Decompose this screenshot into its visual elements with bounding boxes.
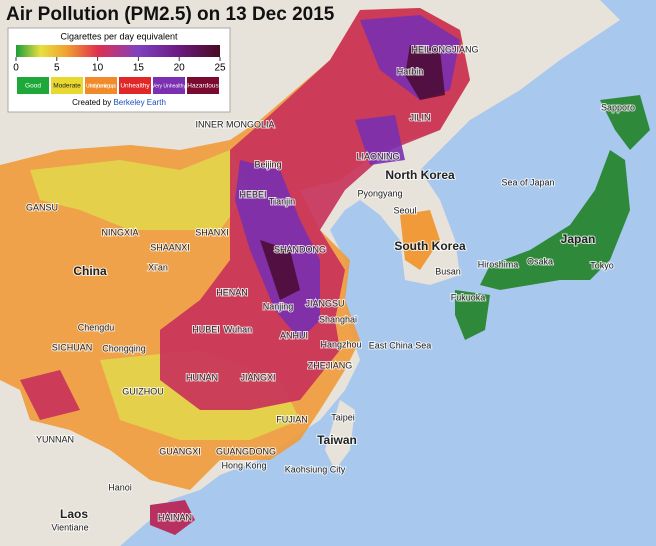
place-label: North Korea [385, 168, 455, 182]
category-swatch [153, 77, 185, 94]
place-label: Tianjin [269, 196, 295, 206]
place-label: YUNNAN [36, 434, 74, 444]
place-label: GUIZHOU [122, 386, 164, 396]
credit-name: Berkeley Earth [113, 98, 165, 107]
scale-tick-label: 25 [214, 63, 226, 74]
place-labels: HEILONGJIANG Harbin JILIN LIAONING INNER MON… [25, 43, 636, 533]
place-label: SICHUAN [52, 342, 93, 352]
category-label: Hazardous [187, 83, 219, 90]
place-label: Hanoi [108, 482, 132, 492]
credit-prefix: Created by [72, 98, 111, 107]
place-label: JIANGSU [305, 298, 344, 308]
category-swatch [119, 77, 151, 94]
place-label: SHAANXI [150, 242, 190, 252]
legend-credit: Created by Berkeley Earth [72, 98, 166, 107]
korea-aqi [400, 210, 440, 270]
place-label: Seoul [393, 205, 416, 215]
place-label: Pyongyang [357, 188, 402, 198]
place-label: HUBEI [192, 324, 220, 334]
legend-box [7, 27, 231, 113]
place-label: JILIN [409, 112, 430, 122]
place-label: Taipei [331, 412, 355, 422]
place-label: INNER MONGOLIA [195, 119, 274, 129]
place-label: East China Sea [369, 340, 432, 350]
category-swatch [85, 77, 117, 94]
place-label: HAINAN [158, 512, 192, 522]
place-label: Shanghai [319, 314, 357, 324]
category-swatch [17, 77, 49, 94]
category-label: Good [25, 83, 41, 90]
japan [455, 95, 650, 340]
place-label: Laos [60, 507, 88, 521]
place-label: Hong Kong [221, 460, 266, 470]
place-label: SHANDONG [274, 244, 326, 254]
place-label: China [73, 264, 107, 278]
place-label: SHANXI [195, 227, 229, 237]
place-label: Hangzhou [320, 339, 361, 349]
map-title: Air Pollution (PM2.5) on 13 Dec 2015 [6, 4, 335, 25]
place-label: Busan [435, 266, 461, 276]
place-label: Tokyo [590, 260, 614, 270]
hainan [150, 500, 195, 535]
scale-tick-label: 15 [133, 63, 145, 74]
place-label: GUANGDONG [216, 446, 276, 456]
scale-tick-label: 10 [92, 63, 104, 74]
category-swatch [51, 77, 83, 94]
place-label: Wuhan [224, 324, 252, 334]
place-label: ZHEJIANG [308, 360, 353, 370]
color-scale [16, 45, 220, 57]
place-label: Vientiane [51, 522, 88, 532]
place-label: Sea of Japan [501, 177, 554, 187]
place-label: Japan [561, 232, 596, 246]
place-label: South Korea [394, 239, 466, 253]
category-label: Moderate [53, 83, 81, 90]
category-label: Unhealthy [120, 83, 150, 90]
place-label: HUNAN [186, 372, 218, 382]
scale-tick-label: 20 [174, 63, 186, 74]
category-swatch [187, 77, 219, 94]
place-label: Osaka [527, 256, 553, 266]
place-label: HEBEI [239, 189, 266, 199]
place-label: Beijing [254, 159, 281, 169]
place-label: HENAN [216, 287, 248, 297]
place-label: LIAONING [356, 151, 399, 161]
place-label: Chengdu [78, 322, 115, 332]
legend-title: Cigarettes per day equivalent [60, 31, 178, 41]
place-label: HEILONGJIANG [411, 44, 478, 54]
aqi-hazardous [260, 45, 445, 300]
place-label: Taiwan [317, 433, 357, 447]
place-label: Kaohsiung City [285, 464, 346, 474]
place-label: JIANGXI [240, 372, 275, 382]
place-label: Harbin [397, 66, 424, 76]
place-label: Sapporo [601, 102, 635, 112]
taiwan-land [325, 400, 355, 470]
category-label: Very Unhealthy [152, 83, 186, 89]
scale-tick-label: 5 [54, 63, 60, 74]
place-label: NINGXIA [101, 227, 138, 237]
place-label: Nanjing [263, 301, 294, 311]
legend: Cigarettes per day equivalent Created by… [7, 27, 231, 113]
place-label: FUJIAN [276, 414, 308, 424]
place-label: ANHUI [280, 330, 308, 340]
scale-tick-label: 0 [13, 63, 19, 74]
place-label: Xi'an [148, 262, 168, 272]
place-label: Hiroshima [478, 259, 519, 269]
place-label: Chongqing [102, 343, 146, 353]
place-label: GUANGXI [159, 446, 201, 456]
place-label: Fukuoka [451, 292, 486, 302]
place-label: GANSU [26, 202, 58, 212]
category-label: Unhealthy for sensitive groups [86, 83, 117, 89]
